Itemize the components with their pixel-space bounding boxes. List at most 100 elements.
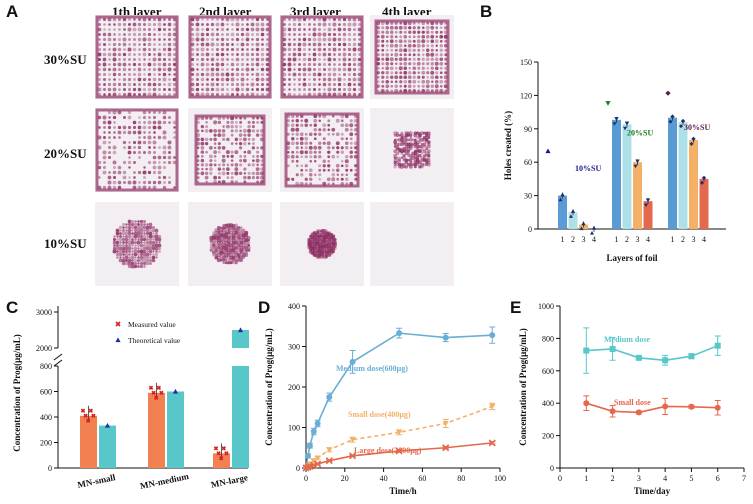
hole-dot — [318, 114, 322, 118]
hole-dot — [127, 130, 132, 135]
hole-dot — [424, 153, 429, 158]
hole-dot — [412, 44, 416, 48]
hole-dot — [251, 18, 254, 21]
hole-dot — [304, 150, 308, 154]
hole-dot — [125, 250, 128, 253]
hole-dot — [357, 42, 362, 47]
hole-dot — [157, 243, 162, 248]
hole-dot — [235, 17, 240, 22]
hole-dot — [97, 92, 102, 97]
hole-dot — [421, 70, 426, 75]
hole-dot — [333, 43, 336, 46]
hole-dot — [108, 68, 111, 71]
hole-dot — [153, 116, 156, 119]
hole-dot — [204, 137, 209, 142]
hole-dot — [243, 172, 247, 175]
hole-dot — [354, 150, 358, 154]
hole-dot — [376, 35, 380, 39]
hole-dot — [302, 17, 307, 22]
hole-dot — [385, 89, 389, 93]
hole-dot — [196, 155, 200, 158]
hole-dot — [407, 43, 412, 48]
hole-dot — [217, 142, 221, 146]
hole-dot — [128, 156, 131, 159]
hole-dot — [393, 131, 398, 136]
hole-dot — [162, 42, 167, 47]
hole-dot — [389, 57, 394, 62]
hole-dot — [302, 37, 307, 42]
hole-dot — [196, 129, 200, 133]
hole-dot — [107, 82, 112, 87]
hole-dot — [118, 136, 121, 139]
hole-dot — [137, 125, 142, 130]
hole-dot — [227, 259, 230, 262]
hole-dot — [153, 73, 156, 76]
hole-dot — [102, 42, 107, 47]
hole-dot — [404, 140, 408, 144]
y-tick-label: 2000 — [36, 344, 52, 353]
hole-dot — [230, 72, 235, 77]
hole-dot — [118, 58, 121, 61]
hole-dot — [219, 241, 223, 245]
hole-dot — [137, 145, 142, 150]
hole-dot — [143, 58, 146, 61]
hole-dot — [222, 258, 226, 262]
hole-dot — [132, 42, 137, 47]
hole-dot — [235, 37, 240, 42]
data-point — [396, 330, 403, 337]
hole-dot — [97, 160, 102, 165]
hole-dot — [172, 87, 177, 92]
hole-dot — [247, 248, 251, 252]
hole-dot — [107, 180, 112, 185]
hole-dot — [148, 237, 153, 242]
hole-dot — [127, 240, 132, 245]
hole-dot — [243, 141, 247, 146]
hole-dot — [353, 28, 356, 31]
hole-dot — [412, 30, 416, 34]
hole-dot — [340, 132, 344, 136]
hole-dot — [123, 33, 126, 36]
hole-dot — [148, 240, 153, 245]
hole-dot — [327, 169, 330, 172]
hole-dot — [417, 80, 421, 84]
marker-10%SU — [545, 148, 551, 154]
hole-dot — [136, 258, 141, 263]
hole-dot — [224, 248, 228, 252]
hole-dot — [142, 249, 147, 254]
hole-dot — [243, 150, 247, 154]
hole-dot — [430, 30, 434, 34]
hole-dot — [134, 238, 137, 241]
hole-dot — [216, 28, 219, 31]
hole-dot — [413, 165, 417, 169]
hole-dot — [352, 92, 357, 97]
hole-dot — [221, 171, 226, 176]
hole-dot — [242, 228, 246, 232]
hole-dot — [205, 72, 210, 77]
hole-dot — [196, 167, 200, 171]
hole-dot — [116, 256, 119, 259]
hole-dot — [221, 179, 226, 184]
hole-dot — [226, 88, 229, 91]
x-tick-label: 1 — [584, 474, 588, 483]
hole-dot — [128, 88, 131, 91]
hole-dot — [112, 175, 117, 180]
hole-dot — [226, 48, 229, 51]
hole-dot — [124, 231, 129, 236]
hole-dot — [225, 124, 230, 129]
hole-dot — [357, 67, 362, 72]
data-point — [668, 119, 673, 124]
hole-dot — [297, 42, 302, 47]
hole-dot — [399, 30, 403, 34]
hole-dot — [416, 152, 419, 155]
hole-dot — [302, 67, 307, 72]
hole-dot — [420, 162, 425, 167]
hole-dot — [108, 131, 111, 134]
hole-dot — [260, 57, 265, 62]
hole-dot — [259, 171, 264, 176]
hole-dot — [439, 79, 444, 84]
series-line-Medium dose — [586, 344, 719, 362]
hole-dot — [117, 82, 122, 87]
hole-dot — [407, 131, 411, 135]
hole-dot — [230, 82, 235, 87]
hole-dot — [444, 62, 448, 66]
